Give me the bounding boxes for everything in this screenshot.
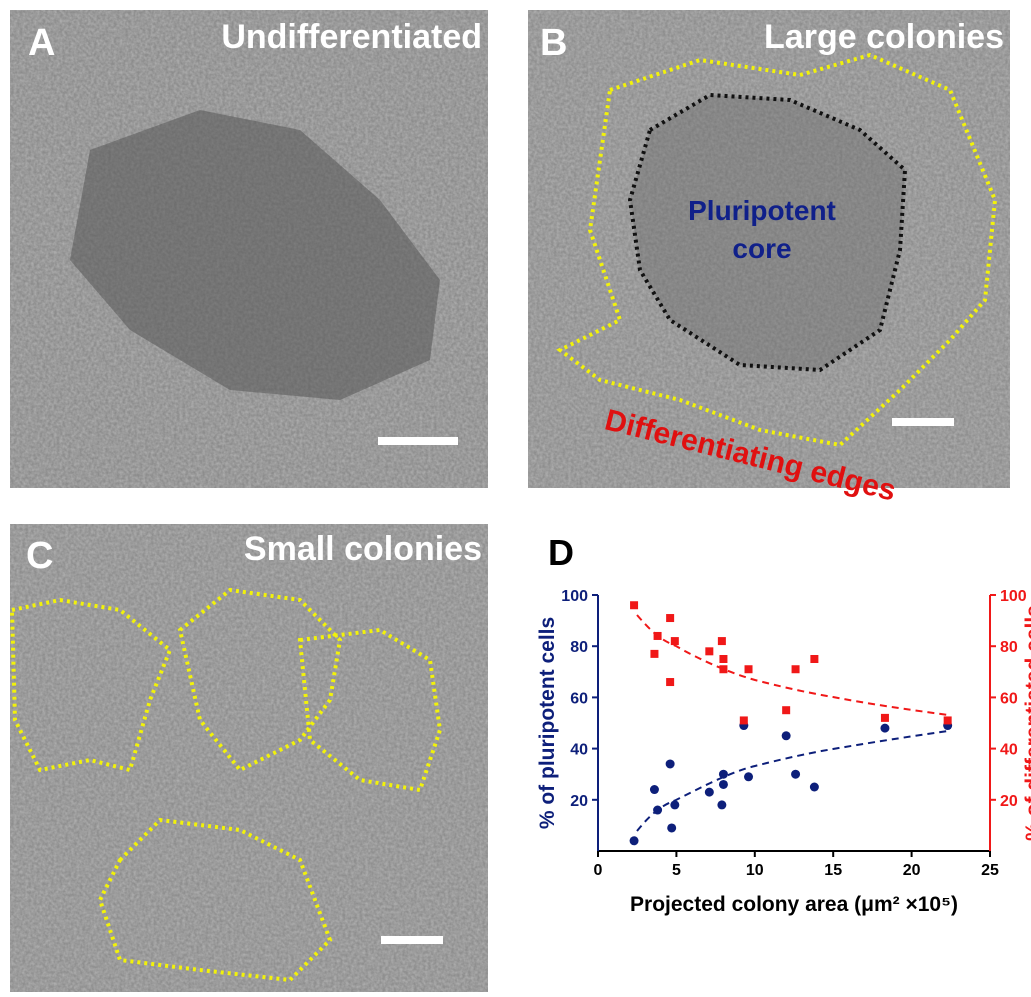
y2-axis-label: % of differentiated cells (1022, 605, 1031, 841)
panel-title: Small colonies (244, 530, 482, 568)
point (705, 647, 713, 655)
x-tick-label: 15 (824, 862, 842, 879)
y2-tick-label: 80 (1000, 639, 1018, 656)
panel-c: C Small colonies (10, 524, 488, 992)
fit-curve (637, 615, 948, 715)
panel-title: Undifferentiated (221, 18, 482, 56)
point (782, 731, 791, 740)
x-tick-label: 10 (746, 862, 764, 879)
y-tick-label: 80 (570, 639, 588, 656)
point (880, 724, 889, 733)
point (705, 788, 714, 797)
point (719, 665, 727, 673)
point (719, 655, 727, 663)
y-axis-label: % of pluripotent cells (536, 617, 559, 829)
figure: A Undifferentiated B Large colonies Plur… (0, 0, 1031, 992)
point (654, 632, 662, 640)
point (666, 678, 674, 686)
point (650, 785, 659, 794)
x-tick-label: 5 (672, 862, 681, 879)
y-tick-label: 20 (570, 793, 588, 810)
point (719, 770, 728, 779)
point (671, 637, 679, 645)
x-tick-label: 20 (903, 862, 921, 879)
panel-label: C (26, 535, 53, 577)
scale-bar (892, 418, 954, 426)
x-axis-label: Projected colony area (μm² ×10⁵) (630, 893, 958, 916)
y2-tick-label: 40 (1000, 742, 1018, 759)
point (718, 637, 726, 645)
point (881, 714, 889, 722)
point (666, 614, 674, 622)
panel-label: D (548, 532, 574, 573)
annotation: core (732, 233, 791, 264)
texture (10, 524, 488, 992)
panel-label: B (540, 22, 567, 64)
scale-bar (378, 437, 458, 445)
point (719, 780, 728, 789)
y2-tick-label: 20 (1000, 793, 1018, 810)
panel-d: D 0 5 10 15 20 25 20 40 60 80 100 20 40 60 80 100 Projec… (536, 532, 1031, 916)
point (810, 655, 818, 663)
panel-b: B Large colonies Pluripotent core Differ… (528, 10, 1010, 508)
point (740, 716, 748, 724)
panel-title: Large colonies (764, 18, 1004, 56)
point (782, 706, 790, 714)
point (717, 800, 726, 809)
x-tick-label: 25 (981, 862, 999, 879)
point (810, 783, 819, 792)
y-tick-label: 60 (570, 690, 588, 707)
point (745, 665, 753, 673)
point (670, 800, 679, 809)
y2-tick-label: 60 (1000, 690, 1018, 707)
panel-label: A (28, 22, 55, 64)
x-tick-label: 0 (594, 862, 603, 879)
scale-bar (381, 936, 443, 944)
point (630, 601, 638, 609)
point (653, 806, 662, 815)
point (792, 665, 800, 673)
fit-curve (637, 731, 948, 831)
y-tick-label: 100 (561, 588, 588, 605)
point (944, 716, 952, 724)
point (666, 759, 675, 768)
panel-a: A Undifferentiated (10, 10, 488, 488)
point (791, 770, 800, 779)
point (650, 650, 658, 658)
point (744, 772, 753, 781)
point (630, 836, 639, 845)
annotation: Pluripotent (688, 195, 836, 226)
point (667, 823, 676, 832)
y2-tick-label: 100 (1000, 588, 1027, 605)
y-tick-label: 40 (570, 742, 588, 759)
